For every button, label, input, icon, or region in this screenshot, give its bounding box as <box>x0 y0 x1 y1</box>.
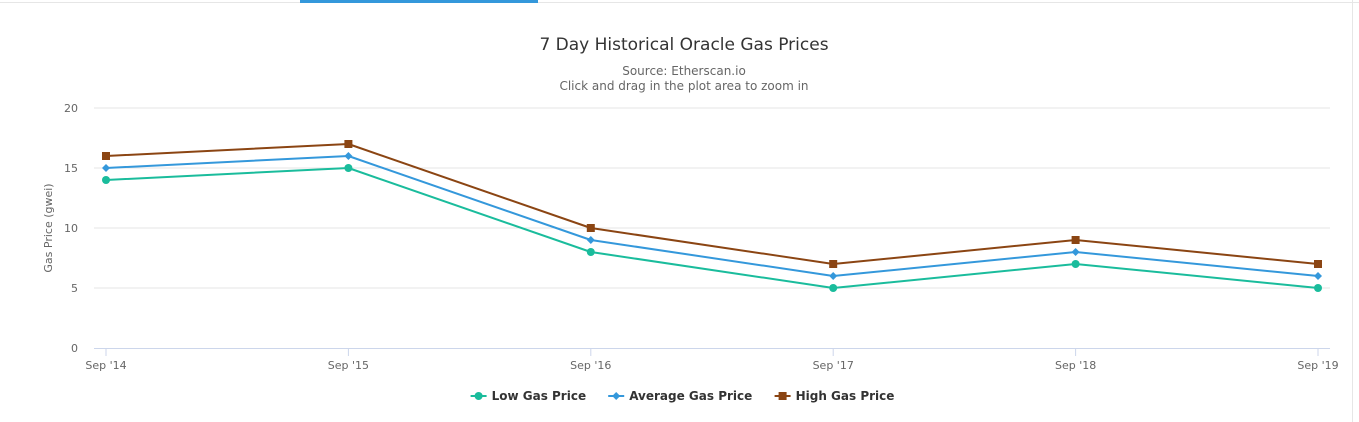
legend-label[interactable]: Average Gas Price <box>629 389 752 403</box>
top-divider <box>0 2 1359 3</box>
data-point[interactable] <box>102 164 110 172</box>
data-point[interactable] <box>829 260 838 268</box>
legend-symbol[interactable] <box>778 392 787 400</box>
data-point[interactable] <box>829 284 838 292</box>
series-line[interactable] <box>105 143 1319 265</box>
y-tick-label: 5 <box>71 282 78 295</box>
data-point[interactable] <box>102 152 110 160</box>
x-tick-label: Sep '19 <box>1297 359 1338 372</box>
x-tick-label: Sep '17 <box>813 359 854 372</box>
chart-subtitle-zoom-hint: Click and drag in the plot area to zoom … <box>559 79 808 93</box>
series-high-gas-price[interactable] <box>102 140 1322 268</box>
legend-symbol[interactable] <box>612 392 621 400</box>
chart-title: 7 Day Historical Oracle Gas Prices <box>539 35 828 55</box>
data-point[interactable] <box>586 248 595 256</box>
data-point[interactable] <box>102 176 110 184</box>
series-line[interactable] <box>105 167 1319 289</box>
active-tab-indicator <box>300 0 538 3</box>
data-point[interactable] <box>1071 248 1080 256</box>
data-point[interactable] <box>586 224 595 232</box>
x-tick-label: Sep '14 <box>85 359 126 372</box>
legend-item-high-gas-price[interactable]: High Gas Price <box>774 389 895 403</box>
data-point[interactable] <box>1314 272 1322 280</box>
y-tick-label: 20 <box>64 102 78 115</box>
legend-item-average-gas-price[interactable]: Average Gas Price <box>608 389 752 403</box>
data-point[interactable] <box>1314 260 1322 268</box>
legend-item-low-gas-price[interactable]: Low Gas Price <box>470 389 586 403</box>
data-point[interactable] <box>586 236 595 244</box>
data-point[interactable] <box>344 152 353 160</box>
x-tick-label: Sep '18 <box>1055 359 1096 372</box>
data-point[interactable] <box>1071 236 1080 244</box>
y-tick-label: 15 <box>64 162 78 175</box>
data-point[interactable] <box>344 140 353 148</box>
data-point[interactable] <box>829 272 838 280</box>
data-point[interactable] <box>344 164 353 172</box>
right-divider <box>1352 0 1353 422</box>
legend-label[interactable]: High Gas Price <box>796 389 895 403</box>
chart-subtitle-source: Source: Etherscan.io <box>622 64 746 78</box>
y-axis-title: Gas Price (gwei) <box>42 183 55 272</box>
data-point[interactable] <box>1314 284 1322 292</box>
series-low-gas-price[interactable] <box>102 164 1322 292</box>
legend-label[interactable]: Low Gas Price <box>492 389 586 403</box>
y-tick-label: 0 <box>71 342 78 355</box>
x-tick-label: Sep '16 <box>570 359 611 372</box>
series-average-gas-price[interactable] <box>102 152 1322 280</box>
y-tick-label: 10 <box>64 222 78 235</box>
legend-symbol[interactable] <box>474 392 483 400</box>
x-tick-label: Sep '15 <box>328 359 369 372</box>
data-point[interactable] <box>1071 260 1080 268</box>
series-line[interactable] <box>105 155 1319 277</box>
